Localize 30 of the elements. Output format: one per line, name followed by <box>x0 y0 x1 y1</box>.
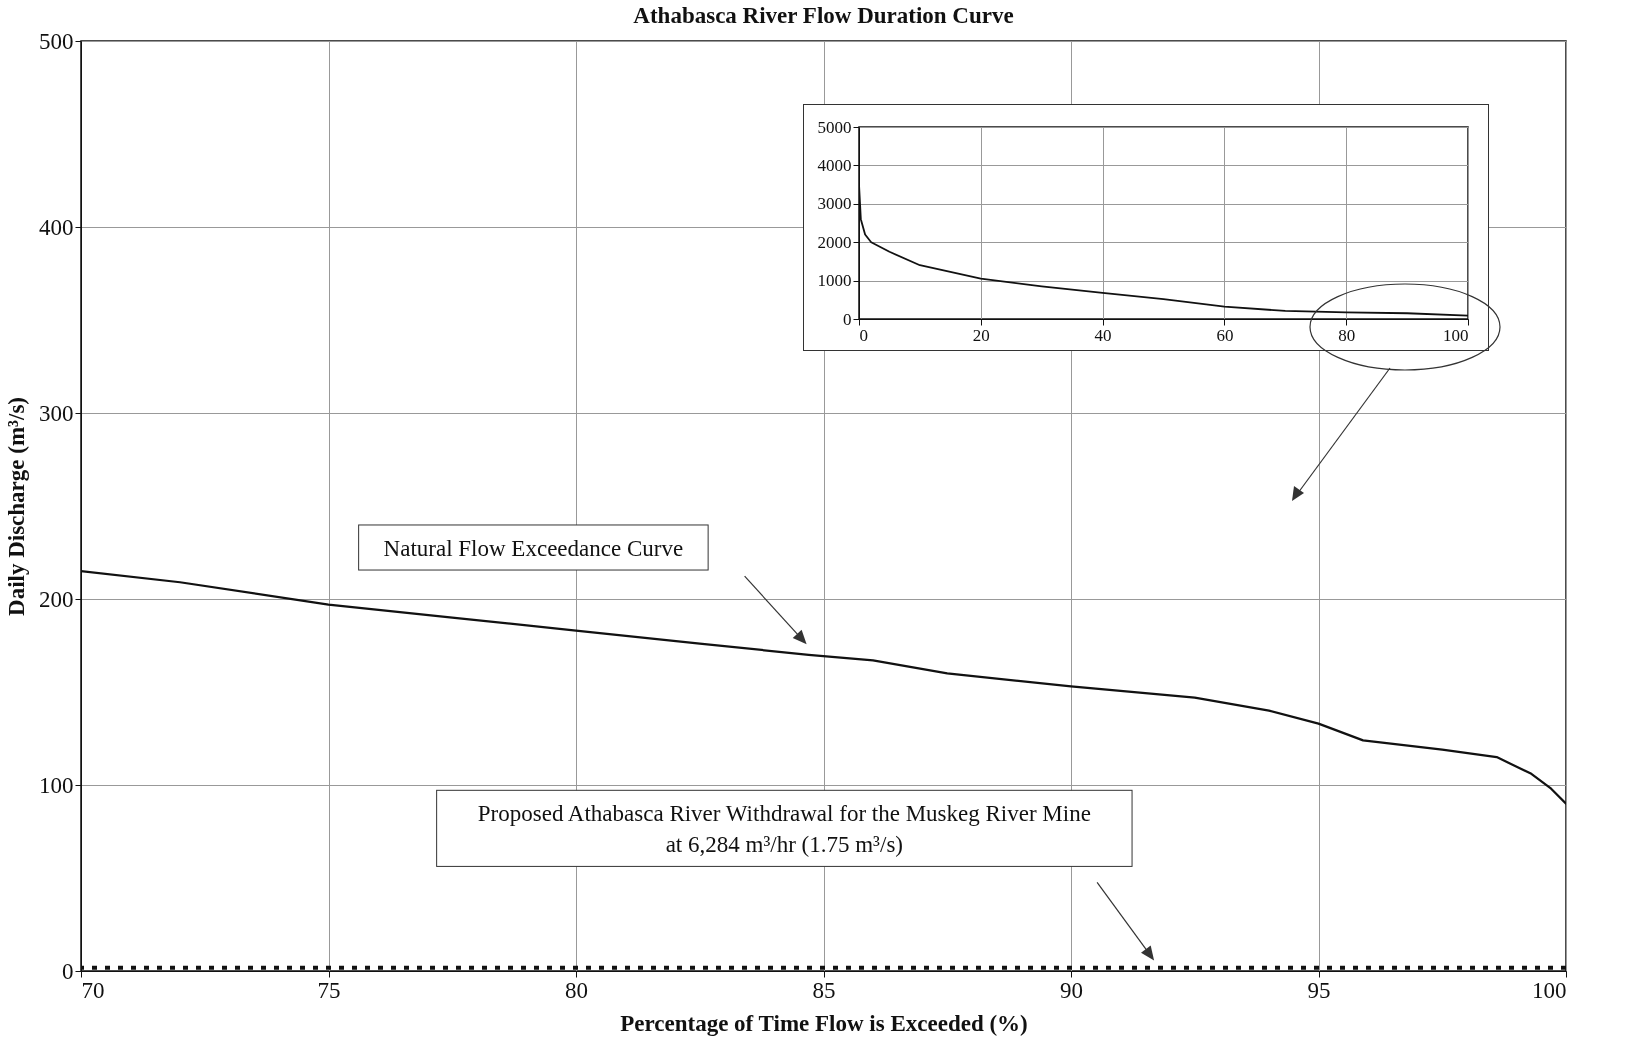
y-tick-label: 400 <box>39 214 74 240</box>
x-tick-label: 40 <box>1094 325 1112 345</box>
x-tick-label: 80 <box>1338 325 1356 345</box>
x-axis-title: Percentage of Time Flow is Exceeded (%) <box>620 1010 1028 1036</box>
x-tick-label: 70 <box>81 977 105 1003</box>
x-tick-label: 90 <box>1060 977 1083 1003</box>
chart-title: Athabasca River Flow Duration Curve <box>633 3 1014 28</box>
y-tick-label: 100 <box>39 772 74 798</box>
annotation: Proposed Athabasca River Withdrawal for the Muskeg River Mine at 6,284 m³/hr (1.75 m³/s) <box>477 800 1091 857</box>
y-tick-label: 5000 <box>817 117 852 137</box>
y-tick-label: 200 <box>39 586 74 612</box>
x-tick-label: 80 <box>565 977 588 1003</box>
y-tick-label: 3000 <box>817 194 852 214</box>
y-axis-title: Daily Discharge (m³/s) <box>4 397 29 616</box>
x-tick-label: 100 <box>1532 977 1567 1003</box>
annotation: Natural Flow Exceedance Curve <box>383 535 684 561</box>
x-tick-label: 75 <box>317 977 341 1003</box>
y-tick-label: 1000 <box>817 271 852 291</box>
x-tick-label: 20 <box>972 325 990 345</box>
x-tick-label: 95 <box>1307 977 1331 1003</box>
y-tick-label: 500 <box>39 28 74 54</box>
y-tick-label: 300 <box>39 400 74 426</box>
x-tick-label: 100 <box>1443 325 1469 345</box>
x-tick-label: 0 <box>859 325 868 345</box>
y-tick-label: 4000 <box>817 155 852 175</box>
y-tick-label: 2000 <box>817 232 852 252</box>
y-tick-label: 0 <box>62 958 74 984</box>
x-tick-label: 85 <box>812 977 836 1003</box>
x-tick-label: 60 <box>1216 325 1234 345</box>
y-tick-label: 0 <box>843 309 852 329</box>
